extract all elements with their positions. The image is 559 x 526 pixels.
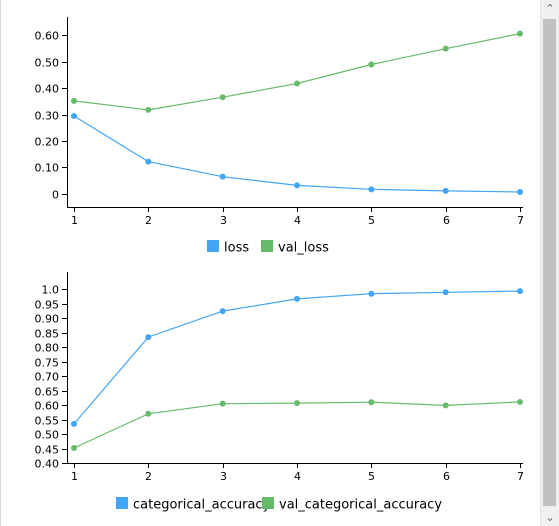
data-point-categorical_accuracy <box>145 334 152 341</box>
data-point-loss <box>294 182 300 189</box>
x-tick-label: 7 <box>517 470 524 483</box>
chart-panel: 0 0.10 0.20 0.30 0.40 0.50 0.60 1 2 3 4 5 6 7 loss val… <box>0 0 524 526</box>
data-point-categorical_accuracy <box>294 295 300 302</box>
y-tick-label: 0.80 <box>35 342 60 355</box>
data-point-categorical_accuracy <box>71 420 77 427</box>
y-tick-label: 0.95 <box>35 299 60 312</box>
y-tick-label: 0.30 <box>35 110 60 123</box>
data-point-val_loss <box>368 61 375 68</box>
data-point-val_loss <box>294 80 300 87</box>
data-point-categorical_accuracy <box>517 288 523 295</box>
data-point-val_categorical_accuracy <box>368 399 375 406</box>
x-tick-label: 7 <box>517 214 524 227</box>
panel-border <box>0 0 1 526</box>
scrollbar-thumb[interactable] <box>543 19 556 506</box>
x-tick-label: 6 <box>443 470 450 483</box>
y-tick-label: 0.90 <box>35 313 60 326</box>
data-point-categorical_accuracy <box>442 289 449 296</box>
x-tick-label: 1 <box>71 214 78 227</box>
y-tick-label: 0.55 <box>35 415 60 428</box>
x-tick-label: 6 <box>443 214 450 227</box>
data-point-loss <box>442 187 449 194</box>
x-tick-label: 4 <box>294 214 301 227</box>
legend-swatch <box>116 497 128 509</box>
y-tick-label: 0.10 <box>35 162 60 175</box>
data-point-val_loss <box>442 45 449 52</box>
y-tick-label: 0.60 <box>35 30 60 43</box>
y-tick-label: 0.45 <box>35 444 60 457</box>
y-tick-label: 0.20 <box>35 136 60 149</box>
x-tick-label: 5 <box>368 470 375 483</box>
data-point-val_loss <box>219 94 226 101</box>
y-tick-label: 0.50 <box>35 57 60 70</box>
loss-chart: 0 0.10 0.20 0.30 0.40 0.50 0.60 1 2 3 4 5 6 7 loss val… <box>35 17 524 256</box>
x-tick-label: 1 <box>71 470 78 483</box>
y-tick-label: 0.40 <box>35 83 60 96</box>
y-tick-label: 0.75 <box>35 357 60 370</box>
data-point-val_loss <box>517 30 523 37</box>
data-point-loss <box>219 173 226 180</box>
data-point-loss <box>145 158 152 165</box>
x-tick-label: 4 <box>294 470 301 483</box>
data-point-loss <box>368 186 375 193</box>
accuracy-chart: 0.400.45 0.500.55 0.600.65 0.700.75 0.800.85… <box>35 272 524 513</box>
y-tick-label: 1.0 <box>42 284 60 297</box>
legend-swatch <box>262 497 274 509</box>
data-point-categorical_accuracy <box>368 290 375 297</box>
data-point-val_categorical_accuracy <box>517 398 523 405</box>
data-point-loss <box>517 188 523 195</box>
y-tick-label: 0.50 <box>35 429 60 442</box>
data-point-val_categorical_accuracy <box>71 444 77 451</box>
x-tick-label: 2 <box>145 470 152 483</box>
data-point-val_loss <box>71 97 77 104</box>
data-point-categorical_accuracy <box>219 308 226 315</box>
series-line-val_categorical_accuracy <box>73 401 521 449</box>
vertical-scrollbar[interactable]: ⌃ ⌄ <box>540 0 559 526</box>
y-tick-label: 0.85 <box>35 328 60 341</box>
chevron-up-icon[interactable]: ⌃ <box>545 2 555 15</box>
legend-label: val_categorical_accuracy <box>279 498 442 513</box>
y-tick-label: 0.60 <box>35 400 60 413</box>
legend-swatch <box>207 240 219 252</box>
x-tick-label: 3 <box>220 470 227 483</box>
chevron-down-icon[interactable]: ⌄ <box>545 511 555 524</box>
series-line-loss <box>73 115 521 193</box>
data-point-val_categorical_accuracy <box>294 400 300 407</box>
data-point-val_loss <box>145 106 152 113</box>
x-tick-label: 5 <box>368 214 375 227</box>
data-point-val_categorical_accuracy <box>219 400 226 407</box>
x-tick-label: 3 <box>220 214 227 227</box>
data-point-val_categorical_accuracy <box>145 410 152 417</box>
x-tick-label: 2 <box>145 214 152 227</box>
y-tick-label: 0.70 <box>35 371 60 384</box>
data-point-loss <box>71 112 77 119</box>
data-point-val_categorical_accuracy <box>442 402 449 409</box>
legend-label: val_loss <box>278 241 329 256</box>
y-tick-label: 0 <box>52 189 59 202</box>
y-tick-label: 0.65 <box>35 386 60 399</box>
y-tick-label: 0.40 <box>35 458 60 471</box>
legend-swatch <box>261 240 273 252</box>
legend-label: loss <box>224 241 249 256</box>
series-line-val_loss <box>73 33 521 111</box>
legend-label: categorical_accuracy <box>133 498 271 513</box>
